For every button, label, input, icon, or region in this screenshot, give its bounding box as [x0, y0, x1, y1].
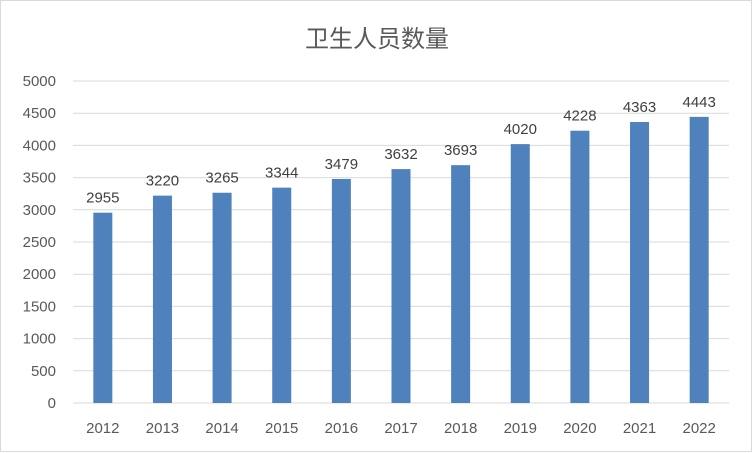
data-labels: 2955 3220 3265 3344 3479 3632 3693 4020 4228 4363… [86, 94, 716, 207]
y-tick-label: 4500 [23, 105, 56, 122]
y-tick-label: 3000 [23, 202, 56, 219]
bar [93, 212, 113, 403]
x-tick-label: 2018 [444, 420, 477, 437]
y-tick-label: 500 [31, 363, 56, 380]
bar [689, 116, 709, 404]
y-tick-label: 1000 [23, 331, 56, 348]
bar [152, 195, 172, 403]
data-label: 2955 [86, 190, 119, 207]
bar [272, 187, 292, 403]
x-tick-label: 2012 [86, 420, 119, 437]
data-label: 4228 [563, 108, 596, 125]
x-tick-label: 2020 [563, 420, 596, 437]
y-tick-label: 1500 [23, 298, 56, 315]
data-label: 3220 [146, 173, 179, 190]
x-tick-label: 2017 [384, 420, 417, 437]
data-label: 4443 [682, 94, 715, 111]
bars [93, 116, 709, 404]
data-label: 3632 [384, 146, 417, 163]
y-tick-label: 4000 [23, 137, 56, 154]
y-tick-label: 2000 [23, 266, 56, 283]
x-tick-label: 2014 [205, 420, 238, 437]
x-tick-label: 2013 [146, 420, 179, 437]
data-label: 3479 [325, 156, 358, 173]
data-label: 3344 [265, 165, 298, 182]
data-label: 4020 [504, 121, 537, 138]
bar [630, 122, 650, 403]
data-label: 3693 [444, 142, 477, 159]
y-tick-label: 3500 [23, 170, 56, 187]
bar [212, 192, 232, 403]
y-tick-label: 5000 [23, 73, 56, 90]
x-tick-label: 2015 [265, 420, 298, 437]
data-label: 4363 [623, 99, 656, 116]
x-tick-label: 2016 [325, 420, 358, 437]
y-axis: 0 500 1000 1500 2000 2500 3000 3500 4000 4500 5000 [23, 73, 56, 412]
chart-title: 卫生人员数量 [305, 25, 449, 53]
y-tick-label: 0 [48, 395, 56, 412]
y-tick-label: 2500 [23, 234, 56, 251]
bar [391, 169, 411, 403]
x-tick-label: 2019 [504, 420, 537, 437]
bar [570, 130, 590, 403]
data-label: 3265 [205, 170, 238, 187]
x-axis: 2012 2013 2014 2015 2016 2017 2018 2019 2020 2021… [86, 420, 716, 437]
bar [510, 144, 530, 403]
bar [331, 178, 351, 403]
x-tick-label: 2022 [682, 420, 715, 437]
x-tick-label: 2021 [623, 420, 656, 437]
bar [451, 165, 471, 403]
